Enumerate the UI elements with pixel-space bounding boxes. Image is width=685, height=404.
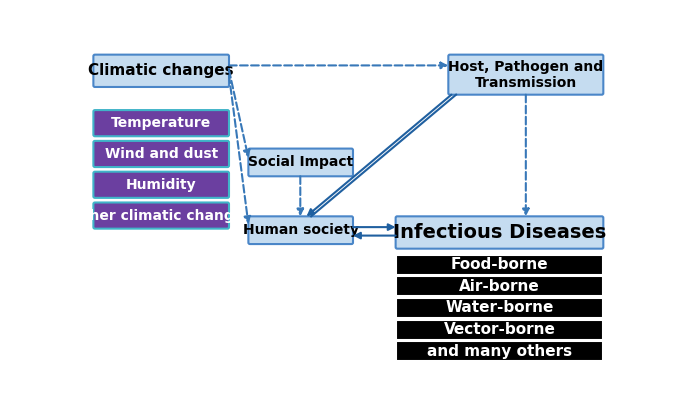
FancyBboxPatch shape	[93, 202, 229, 229]
FancyBboxPatch shape	[249, 149, 353, 176]
FancyBboxPatch shape	[93, 141, 229, 167]
FancyBboxPatch shape	[93, 55, 229, 87]
Text: and many others: and many others	[427, 343, 572, 359]
Bar	[396, 341, 603, 361]
Text: Climatic changes: Climatic changes	[88, 63, 234, 78]
Bar	[396, 255, 603, 275]
Text: Wind and dust: Wind and dust	[105, 147, 218, 161]
FancyBboxPatch shape	[93, 172, 229, 198]
Text: Water-borne: Water-borne	[445, 301, 553, 316]
FancyBboxPatch shape	[249, 216, 353, 244]
FancyBboxPatch shape	[93, 110, 229, 136]
FancyBboxPatch shape	[448, 55, 603, 95]
Text: Infectious Diseases: Infectious Diseases	[393, 223, 606, 242]
Text: Human society: Human society	[242, 223, 359, 237]
Bar	[396, 298, 603, 318]
Text: Social Impact: Social Impact	[248, 156, 353, 169]
Text: Other climatic changes: Other climatic changes	[71, 208, 251, 223]
Bar	[396, 276, 603, 297]
Bar	[396, 320, 603, 339]
Text: Air-borne: Air-borne	[459, 279, 540, 294]
Text: Host, Pathogen and
Transmission: Host, Pathogen and Transmission	[448, 59, 603, 90]
Text: Vector-borne: Vector-borne	[444, 322, 556, 337]
Text: Temperature: Temperature	[111, 116, 211, 130]
Text: Humidity: Humidity	[126, 178, 197, 192]
FancyBboxPatch shape	[396, 216, 603, 249]
Text: Food-borne: Food-borne	[451, 257, 548, 272]
